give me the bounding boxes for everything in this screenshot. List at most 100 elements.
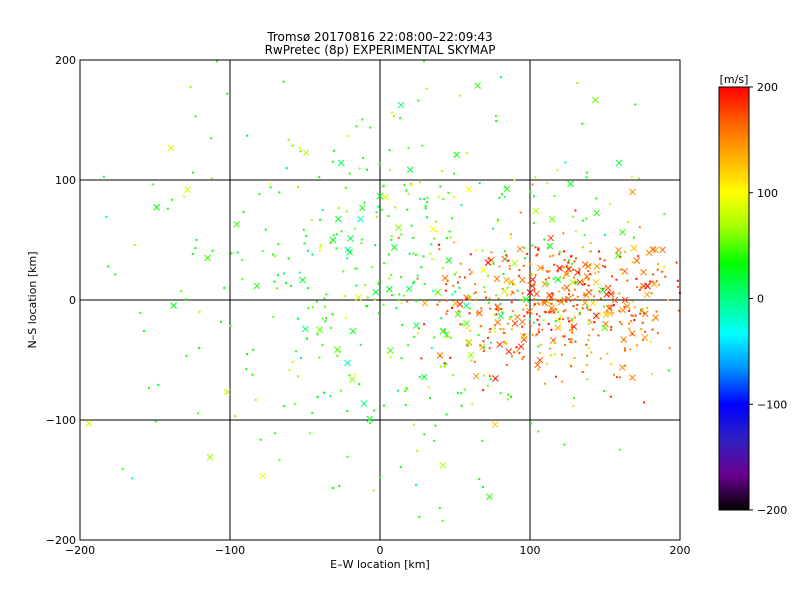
data-point [548, 311, 551, 314]
data-point [589, 241, 592, 244]
data-point [278, 191, 281, 194]
data-point [451, 293, 454, 296]
data-point [618, 376, 621, 379]
data-point [623, 349, 626, 352]
data-point [340, 230, 343, 233]
data-point [582, 280, 585, 283]
data-point [549, 347, 552, 350]
data-point-cross [253, 282, 261, 290]
data-point [331, 313, 334, 316]
data-point [618, 448, 621, 451]
data-point [382, 303, 385, 306]
data-point [528, 318, 531, 321]
data-point [474, 298, 477, 301]
data-point [547, 276, 550, 279]
data-point [400, 356, 403, 359]
data-point [554, 353, 557, 356]
data-point [677, 285, 680, 288]
data-point [191, 252, 194, 255]
data-point [463, 276, 466, 279]
data-point [461, 323, 464, 326]
data-point [502, 328, 505, 331]
data-point [574, 209, 577, 212]
data-point [501, 311, 504, 314]
data-point [480, 325, 483, 328]
data-point [488, 347, 491, 350]
data-point-cross [511, 320, 519, 327]
data-point [382, 404, 385, 407]
data-point [612, 373, 615, 376]
data-point [587, 319, 590, 322]
data-point [323, 297, 326, 300]
data-point [418, 516, 421, 519]
data-point [365, 305, 368, 308]
x-tick-label: 0 [377, 544, 384, 557]
data-point [574, 340, 577, 343]
data-point-cross [357, 215, 365, 223]
data-point [578, 267, 581, 270]
data-point [572, 405, 575, 408]
data-point [147, 386, 150, 389]
data-point [259, 438, 262, 441]
data-point-cross [516, 245, 524, 253]
data-point [496, 220, 499, 223]
data-point [651, 328, 654, 331]
data-point [369, 422, 372, 425]
data-point [389, 356, 392, 359]
data-point [511, 310, 514, 313]
data-point [571, 331, 574, 334]
data-point [211, 249, 214, 252]
data-point [457, 281, 460, 284]
data-point [166, 207, 169, 210]
data-point [290, 284, 293, 287]
data-point [538, 315, 541, 318]
data-point [554, 319, 557, 322]
data-point [526, 252, 529, 255]
data-point-cross [615, 246, 622, 254]
data-point [553, 342, 556, 345]
data-point [483, 286, 486, 289]
data-point [438, 507, 441, 510]
data-point [636, 344, 639, 347]
data-point [656, 268, 659, 271]
data-point [567, 266, 570, 269]
data-point-cross [640, 268, 647, 276]
data-point [620, 323, 623, 326]
data-point [445, 331, 448, 334]
y-tick-label: −100 [46, 414, 76, 427]
data-point [403, 184, 406, 187]
data-point [480, 307, 483, 310]
data-point [552, 254, 555, 257]
data-point-cross [592, 278, 600, 286]
data-point [302, 228, 305, 231]
data-point [440, 365, 443, 368]
data-point [361, 118, 364, 121]
data-point [424, 205, 427, 208]
data-point [543, 238, 546, 241]
data-point [373, 409, 376, 412]
data-point [483, 374, 486, 377]
data-point [503, 342, 506, 345]
data-point [423, 60, 426, 63]
data-point [332, 149, 335, 152]
data-point [503, 340, 506, 343]
data-point [503, 250, 506, 253]
data-point [390, 238, 393, 241]
data-point-cross [366, 415, 374, 423]
data-point [331, 486, 334, 489]
data-point [391, 294, 394, 297]
data-point [546, 271, 549, 274]
data-point [242, 211, 245, 214]
data-point [555, 375, 558, 378]
data-point [615, 376, 618, 379]
data-point [345, 210, 348, 213]
data-point [481, 249, 484, 252]
data-point [521, 325, 524, 328]
data-point [622, 272, 625, 275]
data-point [269, 186, 272, 189]
data-point [510, 293, 513, 296]
data-point [435, 220, 438, 223]
data-point-cross [329, 236, 337, 244]
data-point-cross [630, 244, 638, 252]
data-point [449, 236, 452, 239]
